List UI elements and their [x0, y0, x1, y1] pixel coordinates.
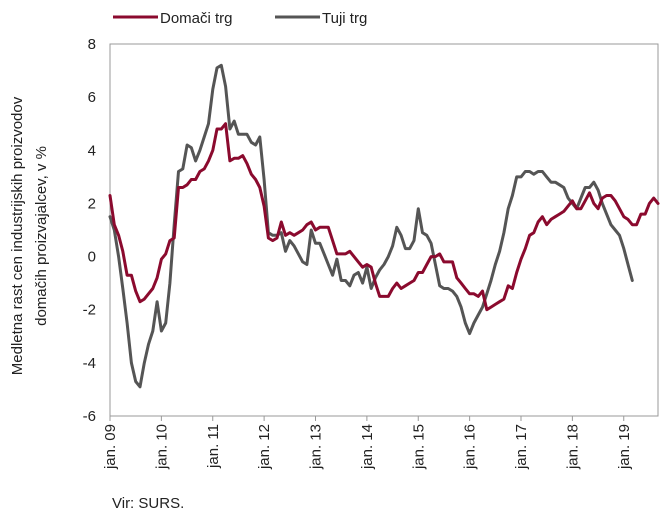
- legend: Domači trg Tuji trg: [113, 10, 367, 27]
- y-axis-title-line-1: Medletna rast cen industrijskih proizvod…: [9, 96, 26, 375]
- x-tick-label: jan. 16: [462, 424, 479, 470]
- y-tick-label: 8: [88, 36, 96, 53]
- x-tick-label: jan. 09: [102, 424, 119, 470]
- series-line-tuji-trg: [108, 63, 634, 389]
- legend-item-tuji-trg: Tuji trg: [275, 10, 367, 27]
- x-tick-label: jan. 10: [153, 424, 170, 470]
- x-tick-label: jan. 17: [513, 424, 530, 470]
- x-tick-label: jan. 19: [616, 424, 633, 470]
- y-axis-title-line-2: domačih proizvajalcev, v %: [33, 146, 50, 326]
- x-axis: jan. 09 jan. 10 jan. 11 jan. 12 jan. 13 jan. …: [102, 416, 633, 470]
- x-tick-label: jan. 15: [410, 424, 427, 470]
- legend-label-domaci-trg: Domači trg: [160, 10, 233, 27]
- y-tick-label: -2: [83, 302, 96, 319]
- legend-label-tuji-trg: Tuji trg: [322, 10, 367, 27]
- y-tick-label: -4: [83, 355, 96, 372]
- series-layer: [108, 63, 660, 389]
- y-tick-label: 4: [88, 142, 96, 159]
- x-tick-label: jan. 14: [359, 424, 376, 470]
- plot-frame: [109, 43, 659, 417]
- source-note: Vir: SURS.: [112, 495, 185, 512]
- y-tick-label: 2: [88, 195, 96, 212]
- y-tick-label: -6: [83, 408, 96, 425]
- y-axis: -6 -4 -2 0 2 4 6 8: [83, 36, 96, 425]
- x-tick-label: jan. 12: [256, 424, 273, 470]
- x-tick-label: jan. 13: [308, 424, 325, 470]
- series-line-domaci-trg: [108, 122, 660, 312]
- y-tick-label: 0: [88, 249, 96, 266]
- y-tick-label: 6: [88, 89, 96, 106]
- x-tick-label: jan. 11: [205, 424, 222, 469]
- x-tick-label: jan. 18: [564, 424, 581, 470]
- legend-item-domaci-trg: Domači trg: [113, 10, 233, 27]
